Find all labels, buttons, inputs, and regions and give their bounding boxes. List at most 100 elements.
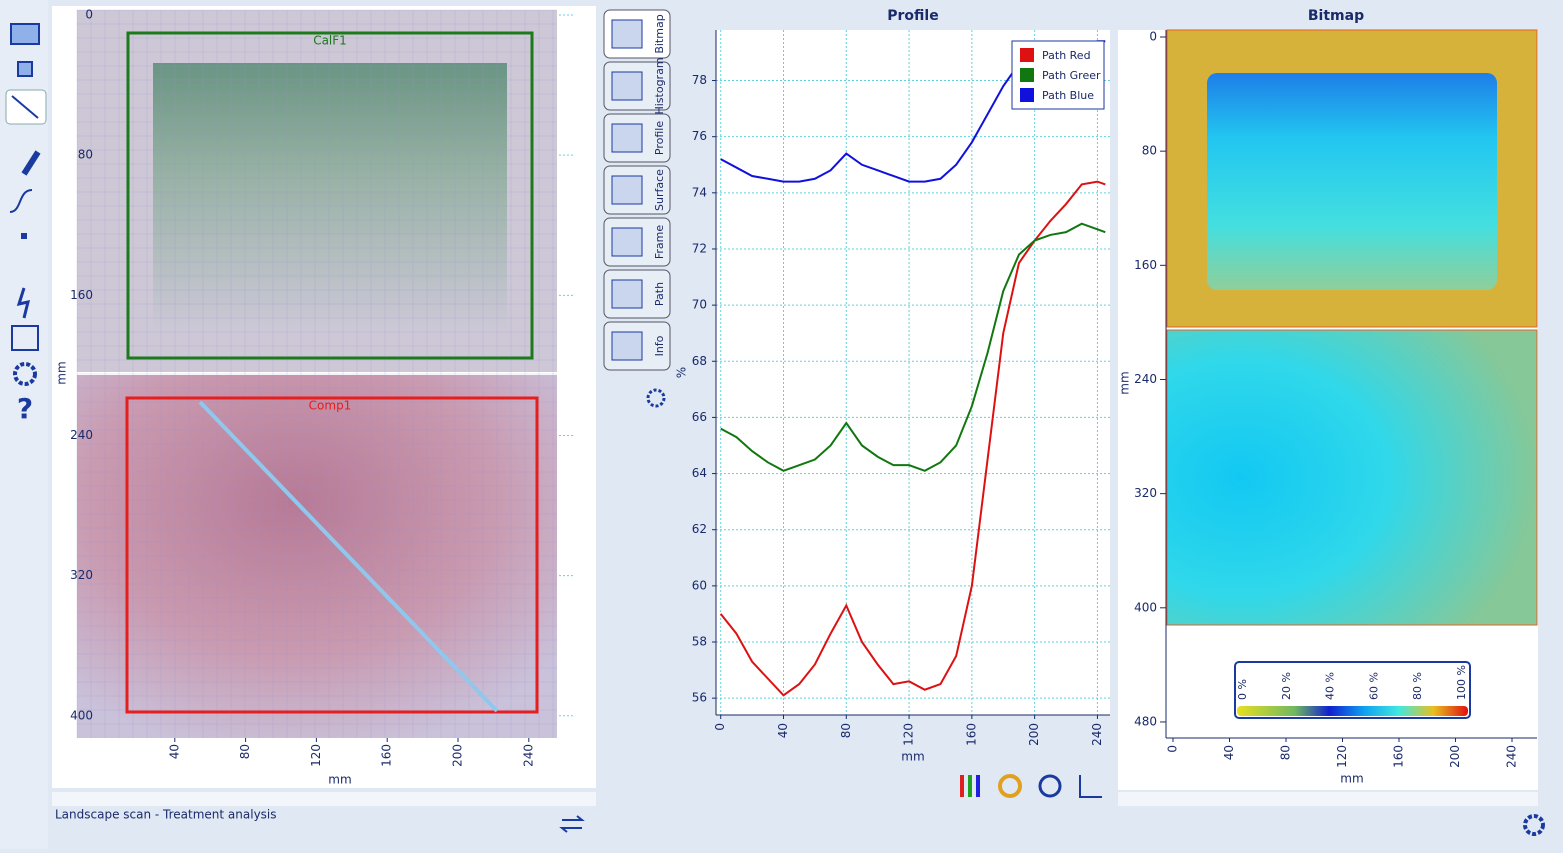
target-button[interactable] — [1038, 774, 1062, 798]
y-tick-label: 400 — [70, 708, 93, 722]
tab-icon — [611, 227, 643, 257]
x-tick-label: 120 — [1335, 745, 1349, 768]
tab-label: Surface — [653, 169, 666, 211]
y-tick-label: 78 — [692, 73, 707, 87]
path-icon — [11, 95, 39, 119]
channel-button[interactable] — [976, 775, 980, 797]
channel-button[interactable] — [968, 775, 972, 797]
tab-icon — [611, 331, 643, 361]
x-tick-label: 200 — [451, 744, 465, 767]
y-tick-label: 76 — [692, 129, 707, 143]
x-tick-label: 120 — [309, 744, 323, 767]
legend-label: Path Red — [1042, 49, 1091, 62]
colorbar-label: 20 % — [1280, 672, 1293, 700]
dot-tool[interactable] — [21, 233, 27, 239]
scan-grid — [76, 9, 557, 738]
h-scrollbar[interactable] — [1118, 792, 1538, 806]
x-tick-label: 160 — [964, 723, 978, 746]
x-tick-label: 240 — [1505, 745, 1519, 768]
bitmap-strip — [1207, 73, 1497, 290]
tab-icon — [611, 71, 643, 101]
toolbar — [0, 0, 48, 849]
y-tick-label: 60 — [692, 578, 707, 592]
curve-tool[interactable] — [9, 189, 33, 213]
tab-label: Histogram — [653, 57, 666, 114]
pencil-tool[interactable] — [21, 150, 41, 176]
tab-label: Bitmap — [653, 14, 666, 53]
flash-tool[interactable] — [16, 287, 31, 319]
colorbar-label: 0 % — [1236, 679, 1249, 700]
x-tick-label: 0 — [713, 723, 727, 731]
x-tick-label: 80 — [839, 723, 853, 738]
help-tool[interactable]: ? — [17, 392, 33, 425]
tab-icon — [611, 279, 643, 309]
y-tick-label: 400 — [1134, 600, 1157, 614]
legend-swatch — [1020, 48, 1034, 62]
legend-label: Path Blue — [1042, 89, 1094, 102]
y-tick-label: 0 — [1149, 30, 1157, 44]
settings-tool[interactable] — [13, 362, 37, 386]
x-tick-label: 200 — [1027, 723, 1041, 746]
rect-tool[interactable] — [10, 23, 40, 45]
tab-icon — [611, 175, 643, 205]
channel-button[interactable] — [960, 775, 964, 797]
x-tick-label: 80 — [1279, 745, 1293, 760]
x-tick-label: 240 — [1090, 723, 1104, 746]
point-tool[interactable] — [17, 61, 33, 77]
x-axis-label: mm — [328, 773, 351, 787]
y-tick-label: 72 — [692, 241, 707, 255]
chart-title: Profile — [887, 8, 938, 24]
y-tick-label: 160 — [1134, 258, 1157, 272]
tab-icon — [611, 123, 643, 153]
y-tick-label: 56 — [692, 691, 707, 705]
x-tick-label: 160 — [1392, 745, 1406, 768]
region-comp1[interactable] — [125, 396, 539, 714]
y-tick-label: 80 — [78, 148, 93, 162]
h-scrollbar[interactable] — [52, 792, 596, 806]
y-tick-label: 62 — [692, 522, 707, 536]
y-tick-label: 64 — [692, 466, 707, 480]
colorbar-label: 60 % — [1367, 672, 1380, 700]
y-tick-label: 66 — [692, 410, 707, 424]
x-tick-label: 40 — [1222, 745, 1236, 760]
region-label: Comp1 — [309, 399, 352, 413]
legend-swatch — [1020, 68, 1034, 82]
y-tick-label: 80 — [1142, 144, 1157, 158]
tab-label: Frame — [653, 225, 666, 260]
colorbar-box — [1234, 661, 1471, 719]
profile-path[interactable] — [198, 400, 499, 713]
y-tick-label: 160 — [70, 288, 93, 302]
y-tick-label: 240 — [70, 428, 93, 442]
y-tick-label: 320 — [70, 568, 93, 582]
axes-button[interactable] — [1079, 775, 1102, 798]
x-tick-label: 120 — [902, 723, 916, 746]
x-axis-label: mm — [901, 750, 924, 764]
y-axis-label: mm — [55, 361, 69, 384]
region-label: CalF1 — [313, 34, 347, 48]
tab-label: Path — [653, 282, 666, 306]
colorbar-label: 80 % — [1411, 672, 1424, 700]
y-tick-label: 74 — [692, 185, 707, 199]
swap-button[interactable] — [559, 815, 585, 833]
x-tick-label: 80 — [238, 744, 252, 759]
color-wheel-button[interactable] — [998, 774, 1022, 798]
x-tick-label: 0 — [1166, 745, 1180, 753]
x-tick-label: 40 — [167, 744, 181, 759]
x-tick-label: 240 — [521, 744, 535, 767]
status-text: Landscape scan - Treatment analysis — [55, 808, 277, 822]
series-line — [720, 222, 1106, 472]
bitmap-title: Bitmap — [1308, 8, 1364, 24]
region-calf1[interactable] — [126, 31, 534, 360]
scan-strip — [153, 63, 507, 328]
settings-button[interactable] — [646, 388, 666, 408]
tab-label: Profile — [653, 121, 666, 155]
y-tick-label: 70 — [692, 298, 707, 312]
plot-area — [716, 30, 1110, 715]
y-axis-label: % — [675, 367, 689, 378]
settings-button[interactable] — [1523, 814, 1545, 836]
x-tick-label: 160 — [380, 744, 394, 767]
calib-tool[interactable] — [11, 325, 39, 351]
series-line — [719, 180, 1106, 697]
y-tick-label: 68 — [692, 354, 707, 368]
